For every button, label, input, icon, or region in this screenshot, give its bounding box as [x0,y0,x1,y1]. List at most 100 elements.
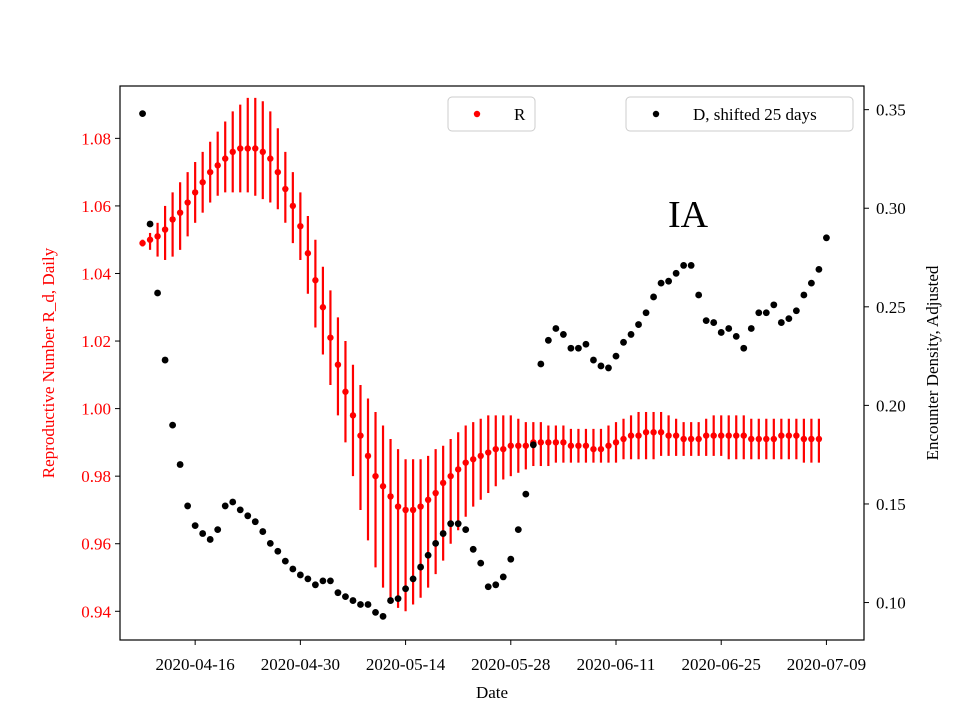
left-tick-label: 1.08 [81,129,111,148]
d-point [642,309,650,317]
left-axis-label: Reproductive Number R_d, Daily [39,247,58,478]
r-point [402,506,409,514]
r-point [545,439,552,446]
x-tick-label: 2020-05-14 [366,655,446,674]
r-point [560,439,567,446]
r-point [800,435,808,443]
r-point [515,442,522,449]
d-point [357,601,364,608]
d-point [289,565,297,573]
d-point [567,344,575,352]
r-point [793,432,800,439]
d-point [154,289,161,297]
d-point [815,265,823,273]
d-point [695,291,703,299]
d-point [402,585,409,593]
d-point [214,526,222,533]
r-point [635,432,642,439]
r-points-group [139,145,823,514]
d-point [657,279,665,287]
d-point [184,502,192,510]
r-point [424,496,432,504]
r-point [169,216,176,223]
d-point [499,573,507,581]
d-point [725,325,733,332]
r-point [274,168,282,176]
left-tick-label: 1.02 [81,332,111,351]
d-point [529,441,537,449]
d-point [665,277,673,285]
d-point [469,545,477,553]
d-point [507,555,515,563]
x-tick-label: 2020-06-11 [577,655,656,674]
d-point [590,356,597,364]
d-point [717,329,725,336]
r-point [733,432,740,439]
x-tick-label: 2020-04-16 [155,655,234,674]
r-point [357,432,364,439]
r-point [176,209,184,216]
d-point [785,315,793,323]
r-point [672,432,680,439]
d-point [387,597,394,604]
state-annotation: IA [668,194,709,236]
d-point [439,530,447,537]
d-point [627,331,635,338]
d-point [559,331,567,338]
r-point [146,236,154,243]
r-point [334,361,342,368]
d-point [710,319,718,326]
right-tick-label: 0.15 [876,495,906,514]
r-point [417,503,424,510]
x-tick-label: 2020-06-25 [682,655,761,674]
d-point [732,332,740,340]
d-point [334,589,342,597]
r-point [394,503,402,510]
d-point [777,319,785,326]
d-point [522,490,530,498]
d-point [394,595,402,602]
r-point [229,148,236,156]
legend-r-marker [473,110,481,118]
d-point [191,522,199,530]
r-point [432,489,439,497]
d-point [552,325,560,332]
r-point [815,435,823,443]
right-tick-label: 0.10 [876,594,906,613]
d-point [281,557,289,565]
r-point [439,479,447,487]
r-point [304,250,312,257]
r-point [387,493,394,500]
d-point [823,234,830,242]
r-point [522,442,530,449]
left-tick-label: 0.96 [81,535,111,554]
r-point [312,277,319,284]
d-point [454,520,462,528]
right-axis-ticks: 0.10 0.15 0.20 0.25 0.30 0.35 [864,101,906,613]
r-point [718,432,725,439]
d-point [266,539,274,547]
right-tick-label: 0.35 [876,101,906,120]
x-axis-ticks: 2020-04-16 2020-04-30 2020-05-14 2020-05-28… [155,640,866,674]
r-point [259,148,266,156]
d-point [206,536,214,543]
d-point [424,551,432,559]
r-point [342,388,349,395]
r-point [214,162,221,169]
right-tick-label: 0.20 [876,396,906,415]
r-point [748,435,755,443]
r-point [808,435,815,443]
r-point [477,452,484,460]
d-point [747,325,755,332]
d-point [409,575,417,583]
d-point [544,336,552,344]
d-point [274,547,282,555]
d-point [319,577,327,585]
d-point [492,581,500,589]
d-point [146,220,154,228]
d-point [484,583,492,591]
d-point [139,110,146,118]
legend-r: R [447,96,536,132]
d-point [672,269,680,277]
d-point [770,301,778,309]
